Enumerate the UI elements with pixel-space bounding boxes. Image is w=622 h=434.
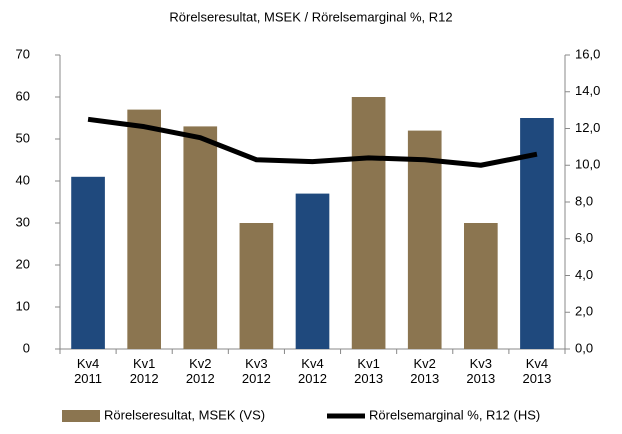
y2-tick-label: 16,0 (575, 46, 600, 61)
x-tick-label: Kv4 2012 (298, 356, 327, 386)
bar (239, 223, 274, 349)
y2-tick-label: 10,0 (575, 157, 600, 172)
y2-tick-label: 12,0 (575, 120, 600, 135)
y2-tick-label: 6,0 (575, 230, 593, 245)
x-tick-label: Kv1 2012 (130, 356, 159, 386)
bar (71, 176, 105, 349)
legend-label: Rörelsemarginal %, R12 (HS) (369, 407, 540, 422)
y-tick-label: 20 (16, 256, 30, 271)
bar (295, 193, 330, 349)
legend-label: Rörelseresultat, MSEK (VS) (104, 407, 265, 422)
x-tick-label: Kv2 2013 (410, 356, 439, 386)
y-tick-label: 40 (16, 172, 30, 187)
bar (127, 109, 161, 349)
y-tick-label: 30 (16, 214, 30, 229)
bar (183, 126, 218, 350)
y2-tick-label: 8,0 (575, 193, 593, 208)
y2-tick-label: 2,0 (575, 304, 593, 319)
x-tick-label: Kv4 2011 (74, 356, 102, 386)
legend-swatch (62, 410, 100, 422)
y-tick-label: 10 (16, 298, 30, 313)
x-tick-label: Kv1 2013 (354, 356, 383, 386)
x-tick-label: Kv2 2012 (186, 356, 215, 386)
y-tick-label: 70 (16, 46, 30, 61)
y-tick-label: 50 (16, 130, 30, 145)
bar (407, 130, 442, 349)
x-tick-label: Kv3 2012 (242, 356, 271, 386)
line (87, 116, 538, 168)
bar (464, 223, 498, 349)
x-tick-label: Kv4 2013 (522, 356, 551, 386)
x-tick-label: Kv3 2013 (466, 356, 495, 386)
y2-tick-label: 14,0 (575, 83, 600, 98)
chart-title: Rörelseresultat, MSEK / Rörelsemarginal … (169, 9, 452, 24)
y-tick-label: 60 (16, 88, 30, 103)
y2-tick-label: 4,0 (575, 267, 593, 282)
y2-tick-label: 0,0 (575, 340, 593, 355)
y-tick-label: 0 (23, 340, 30, 355)
bar (520, 118, 554, 349)
bar (351, 97, 386, 349)
